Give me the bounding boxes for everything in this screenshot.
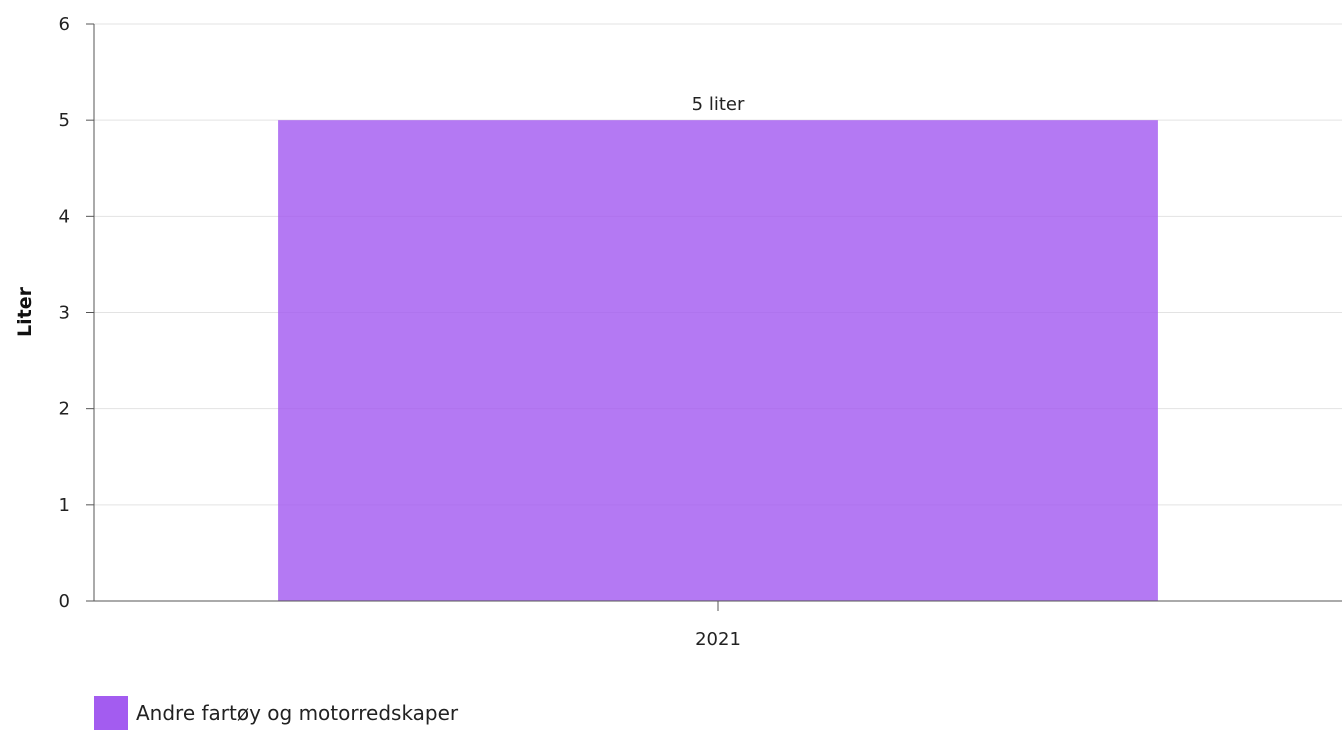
x-axis-ticks: 2021 xyxy=(695,601,741,650)
legend-label: Andre fartøy og motorredskaper xyxy=(136,701,459,725)
legend-swatch xyxy=(94,696,128,730)
bars xyxy=(278,120,1158,602)
y-tick-label: 0 xyxy=(59,591,70,612)
data-label: 5 liter xyxy=(692,94,745,115)
y-tick-label: 2 xyxy=(59,399,70,420)
legend: Andre fartøy og motorredskaper xyxy=(94,696,458,730)
y-axis-label: Liter xyxy=(14,286,36,337)
y-tick-label: 4 xyxy=(59,206,70,227)
y-tick-label: 1 xyxy=(59,495,70,516)
data-labels: 5 liter xyxy=(692,94,745,115)
x-tick-label: 2021 xyxy=(695,629,741,650)
y-axis-ticks: 0 1 2 3 4 5 6 xyxy=(59,14,94,612)
bar xyxy=(278,120,1158,602)
y-tick-label: 6 xyxy=(59,14,70,35)
bar-chart: 0 1 2 3 4 5 6 5 liter 2021 Liter xyxy=(14,14,1342,650)
y-tick-label: 5 xyxy=(59,110,70,131)
y-tick-label: 3 xyxy=(59,303,70,324)
